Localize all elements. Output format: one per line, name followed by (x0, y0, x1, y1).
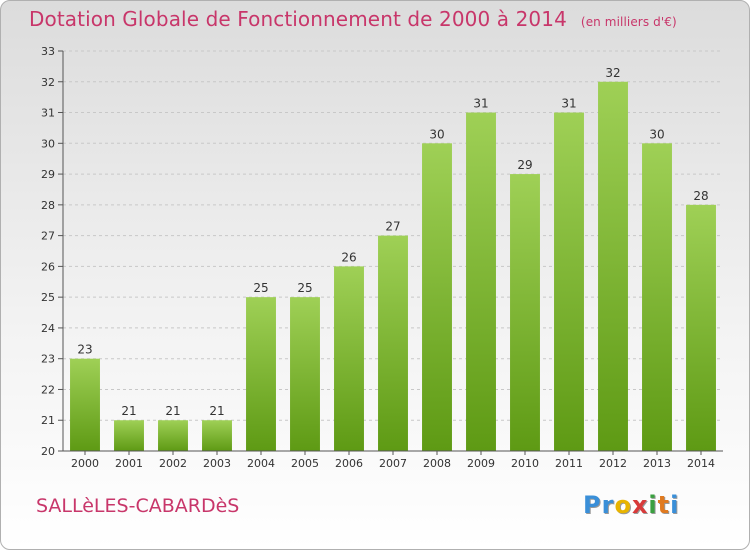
data-label-2006: 26 (341, 250, 356, 264)
x-tick-label-2010: 2010 (511, 457, 539, 470)
logo-letter: x (631, 491, 649, 519)
data-label-2010: 29 (517, 158, 532, 172)
x-tick-label-2002: 2002 (159, 457, 187, 470)
bar-2002 (158, 420, 188, 451)
logo-letter: t (657, 491, 671, 519)
x-tick-label-2011: 2011 (555, 457, 583, 470)
data-label-2008: 30 (429, 127, 444, 141)
data-label-2014: 28 (693, 189, 708, 203)
chart-unit: (en milliers d'€) (580, 15, 677, 29)
data-label-2001: 21 (121, 404, 136, 418)
data-label-2004: 25 (253, 281, 268, 295)
bar-2007 (378, 235, 408, 451)
x-tick-label-2014: 2014 (687, 457, 715, 470)
x-tick-label-2006: 2006 (335, 457, 363, 470)
logo-letter: i (670, 491, 680, 519)
x-tick-label-2007: 2007 (379, 457, 407, 470)
x-tick-label-2005: 2005 (291, 457, 319, 470)
y-tick-label: 24 (41, 322, 55, 335)
data-label-2000: 23 (77, 343, 92, 357)
y-tick-label: 28 (41, 199, 55, 212)
bars: 23 21 21 21 25 25 26 27 30 31 29 31 32 30 28 (70, 66, 716, 452)
y-tick-label: 33 (41, 45, 55, 58)
y-tick-label: 31 (41, 107, 55, 120)
bar-2000 (70, 358, 100, 451)
bar-2006 (334, 266, 364, 451)
bar-2003 (202, 420, 232, 451)
logo-letter: i (648, 491, 658, 519)
data-label-2003: 21 (209, 404, 224, 418)
bar-2001 (114, 420, 144, 451)
y-tick-label: 27 (41, 230, 55, 243)
x-tick-label-2012: 2012 (599, 457, 627, 470)
data-label-2007: 27 (385, 220, 400, 234)
bar-2014 (686, 204, 716, 451)
town-name: SALLèLES-CABARDèS (36, 495, 240, 517)
bar-2010 (510, 174, 540, 452)
y-tick-label: 25 (41, 291, 55, 304)
data-label-2013: 30 (649, 127, 664, 141)
bar-2004 (246, 297, 276, 451)
y-tick-label: 20 (41, 445, 55, 458)
axes: 20 21 22 23 24 25 26 27 28 29 30 31 32 33 2000 2001 2002… (41, 45, 723, 470)
chart-title: Dotation Globale de Fonctionnement de 20… (29, 7, 677, 31)
x-tick-label-2004: 2004 (247, 457, 275, 470)
y-tick-label: 23 (41, 353, 55, 366)
chart-title-text: Dotation Globale de Fonctionnement de 20… (29, 7, 567, 31)
x-tick-label-2003: 2003 (203, 457, 231, 470)
y-tick-label: 30 (41, 137, 55, 150)
y-tick-label: 21 (41, 414, 55, 427)
bar-2011 (554, 112, 584, 452)
x-tick-label-2009: 2009 (467, 457, 495, 470)
bar-2009 (466, 112, 496, 452)
logo-letter: o (614, 491, 632, 519)
x-tick-label-2000: 2000 (71, 457, 99, 470)
data-label-2011: 31 (561, 97, 576, 111)
y-tick-label: 22 (41, 383, 55, 396)
bar-2005 (290, 297, 320, 451)
data-label-2012: 32 (605, 66, 620, 80)
data-label-2005: 25 (297, 281, 312, 295)
logo-letter: r (601, 491, 615, 519)
bar-2012 (598, 81, 628, 452)
data-label-2002: 21 (165, 404, 180, 418)
y-tick-label: 26 (41, 260, 55, 273)
bar-2008 (422, 143, 452, 452)
logo-letter: P (583, 491, 602, 519)
x-tick-label-2013: 2013 (643, 457, 671, 470)
y-tick-label: 29 (41, 168, 55, 181)
x-tick-label-2001: 2001 (115, 457, 143, 470)
bar-2013 (642, 143, 672, 452)
x-tick-label-2008: 2008 (423, 457, 451, 470)
y-tick-label: 32 (41, 76, 55, 89)
proxiti-logo: Proxiti (583, 491, 679, 519)
data-label-2009: 31 (473, 97, 488, 111)
